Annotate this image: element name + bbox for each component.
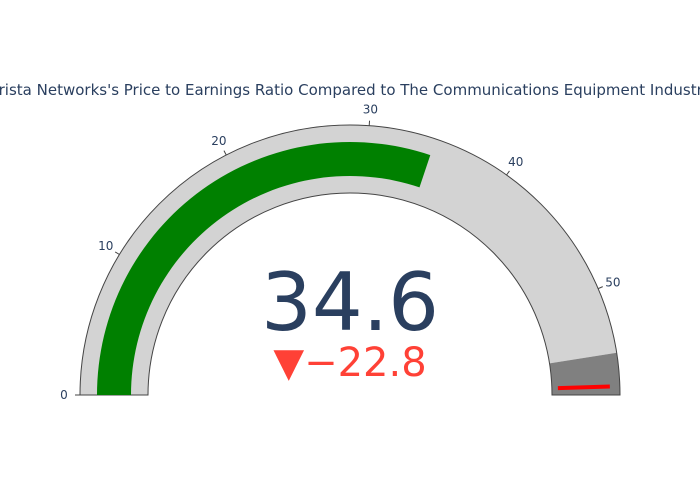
gauge-threshold-layer [558,386,610,388]
gauge-tick-mark [507,171,510,175]
gauge-threshold-line [558,386,610,388]
gauge-tick-label: 10 [98,239,113,253]
gauge-tick-mark [598,287,603,289]
gauge-tick-label: 40 [508,155,523,169]
gauge-tick-mark [115,252,119,255]
gauge-delta: ▼−22.8 [273,340,426,386]
gauge-tick-label: 50 [605,275,620,289]
chart-title: Arista Networks's Price to Earnings Rati… [0,81,700,99]
gauge-tick-label: 20 [211,134,226,148]
gauge-tick-label: 0 [60,388,68,402]
gauge-value: 34.6 [261,256,439,349]
gauge-tick-mark [224,151,226,155]
gauge-tick-label: 30 [363,103,378,117]
